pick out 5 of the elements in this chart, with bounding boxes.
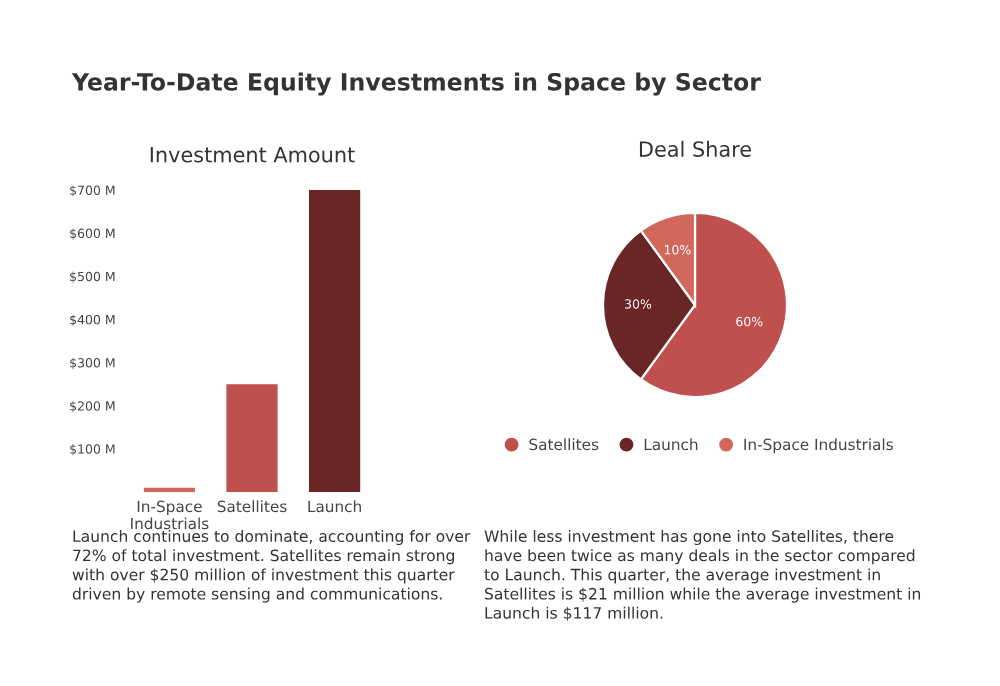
chart-title: Investment Amount <box>150 147 355 163</box>
text: Year-To-Date Equity Investments in Space by Sector <box>71 72 761 96</box>
bar <box>226 384 278 492</box>
chart-title: Deal Share <box>639 140 751 157</box>
bar <box>308 190 361 492</box>
